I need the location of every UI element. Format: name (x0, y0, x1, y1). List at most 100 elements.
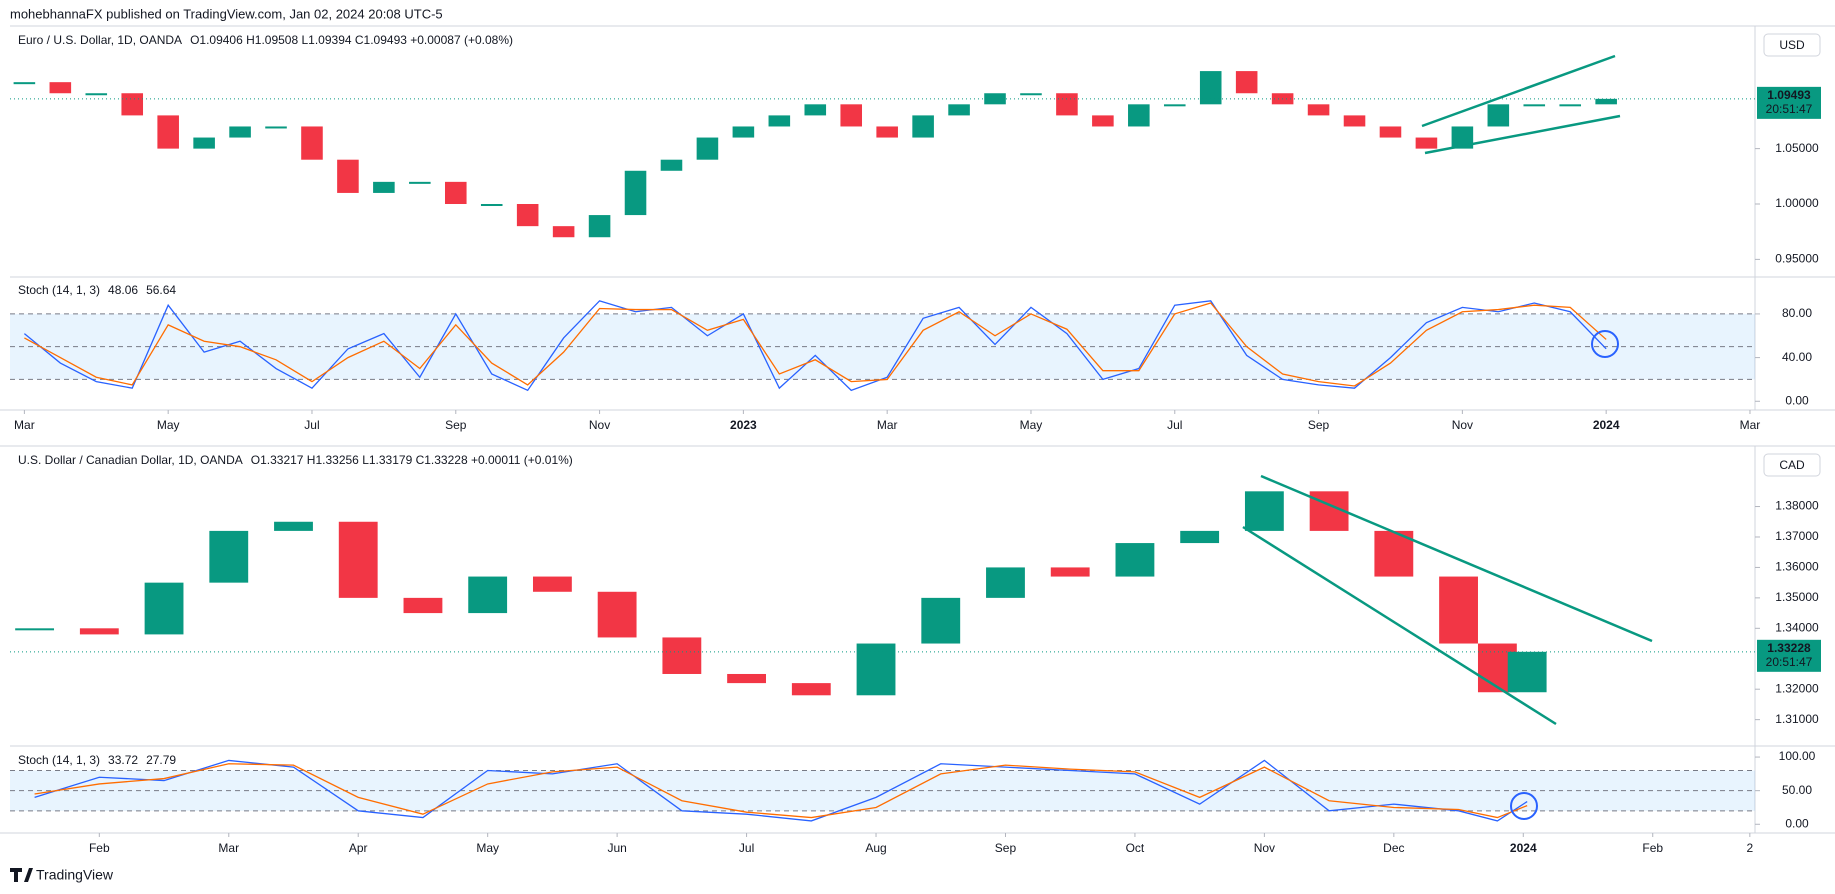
candle (1523, 104, 1546, 107)
last-price-label: 1.09493 (1767, 88, 1811, 102)
candle (409, 181, 431, 184)
stoch-value: 27.79 (146, 753, 176, 767)
candle (1343, 115, 1366, 127)
y-tick-label: 100.00 (1779, 749, 1816, 763)
candle (732, 126, 755, 138)
x-tick-label: Sep (1308, 418, 1330, 432)
candle (948, 104, 970, 116)
y-tick-label: 40.00 (1782, 350, 1812, 364)
candle (1115, 543, 1155, 577)
candle (660, 159, 683, 171)
candle (480, 204, 503, 207)
legend-title: U.S. Dollar / Canadian Dollar, 1D, OANDA (18, 453, 243, 467)
stoch-line (23, 300, 1607, 392)
x-tick-label: Sep (995, 841, 1017, 855)
currency-label: USD (1779, 38, 1805, 52)
y-tick-label: 1.34000 (1775, 620, 1819, 634)
x-tick-label: Feb (1642, 841, 1663, 855)
tradingview-logo: TradingView (10, 867, 114, 883)
currency-label: CAD (1779, 458, 1805, 472)
candle (696, 137, 719, 160)
candle (1559, 104, 1582, 107)
x-tick-label: Jul (739, 841, 754, 855)
x-tick-label: May (157, 418, 180, 432)
candle (624, 170, 647, 216)
candle (15, 628, 55, 631)
legend-title: Euro / U.S. Dollar, 1D, OANDA (18, 33, 182, 47)
ohlc-readout: O1.09406 H1.09508 L1.09394 C1.09493 +0.0… (190, 33, 513, 47)
x-tick-label: Nov (1254, 841, 1275, 855)
candle (727, 673, 766, 684)
x-tick-label: 2023 (730, 418, 757, 432)
x-tick-label: Oct (1126, 841, 1145, 855)
legend-title: Stoch (14, 1, 3) (18, 753, 100, 767)
x-tick-label: Jun (607, 841, 626, 855)
highlight-circle (1591, 330, 1619, 358)
y-tick-label: 1.31000 (1775, 712, 1819, 726)
x-tick-label: Nov (589, 418, 610, 432)
candle (1050, 567, 1090, 577)
candle (552, 226, 575, 238)
candle (301, 126, 323, 160)
candle (1415, 137, 1438, 149)
x-tick-label: Feb (89, 841, 110, 855)
y-tick-label: 1.38000 (1775, 499, 1819, 513)
candle (1307, 104, 1330, 116)
x-tick-label: Nov (1452, 418, 1473, 432)
stoch-value: 56.64 (146, 283, 176, 297)
x-tick-label: Dec (1383, 841, 1404, 855)
candle (229, 126, 251, 138)
y-tick-label: 0.00 (1785, 393, 1809, 407)
currency-button (1763, 453, 1821, 477)
x-tick-label: May (1020, 418, 1043, 432)
x-tick-label: 2024 (1593, 418, 1620, 432)
candle (1379, 126, 1402, 138)
candle (1439, 576, 1478, 644)
candle (209, 530, 249, 583)
candle (49, 82, 72, 94)
candle (1595, 98, 1617, 105)
candle (468, 576, 508, 614)
candle (373, 181, 395, 193)
candle (588, 215, 611, 238)
y-tick-label: 80.00 (1782, 306, 1812, 320)
countdown-label: 20:51:47 (1766, 655, 1813, 669)
x-tick-label: Aug (865, 841, 886, 855)
x-tick-label: Apr (349, 841, 368, 855)
candle (157, 115, 179, 149)
y-tick-label: 0.95000 (1775, 252, 1819, 266)
x-tick-label: 2 (1746, 841, 1753, 855)
y-tick-label: 1.32000 (1775, 681, 1819, 695)
candle (984, 93, 1006, 105)
stoch-line (34, 759, 1528, 822)
candle (337, 159, 359, 193)
candle (1128, 104, 1150, 127)
candle (597, 591, 637, 638)
candle (274, 521, 313, 531)
x-tick-label: Mar (14, 418, 35, 432)
trend-line (1424, 114, 1621, 155)
highlight-circle (1510, 792, 1538, 820)
y-tick-label: 1.05000 (1775, 141, 1819, 155)
candle (856, 643, 896, 696)
y-tick-label: 1.00000 (1775, 196, 1819, 210)
candle (804, 104, 827, 116)
candle (444, 181, 467, 205)
candle (768, 115, 791, 127)
y-tick-label: 0.00 (1785, 816, 1809, 830)
y-tick-label: 1.37000 (1775, 529, 1819, 543)
countdown-label: 20:51:47 (1766, 102, 1813, 116)
candle (121, 93, 144, 116)
stoch-line (34, 763, 1528, 819)
candle (516, 204, 539, 227)
candle (840, 104, 863, 127)
candle (1487, 104, 1510, 127)
candle (1451, 126, 1474, 149)
trend-line (1242, 525, 1557, 726)
currency-button (1763, 33, 1821, 57)
candle (532, 576, 572, 592)
candle (265, 126, 287, 129)
publish-header: mohebhannaFX published on TradingView.co… (10, 6, 443, 21)
ohlc-readout: O1.33217 H1.33256 L1.33179 C1.33228 +0.0… (251, 453, 573, 467)
x-tick-label: Mar (1740, 418, 1761, 432)
